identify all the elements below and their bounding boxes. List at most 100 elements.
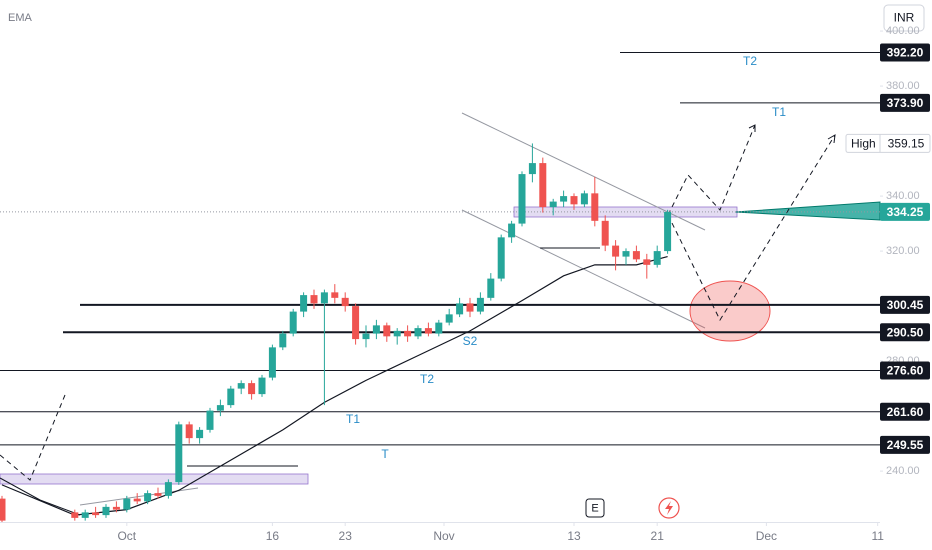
annotation: T2 [420, 372, 434, 386]
candle-body [352, 306, 360, 340]
currency-button[interactable] [883, 4, 925, 32]
level-label: 300.45 [887, 298, 924, 312]
y-tick-label: 240.00 [886, 465, 920, 477]
candle-body [570, 196, 578, 205]
candle-body [591, 193, 599, 221]
event-icon[interactable] [585, 498, 605, 518]
candle-body [632, 251, 640, 260]
candle-body [622, 251, 630, 257]
candle-body [393, 330, 401, 337]
x-tick-label: Dec [756, 529, 777, 543]
x-tick-label: Oct [117, 529, 136, 543]
level-badge [880, 295, 930, 314]
candle-body [539, 163, 547, 208]
ema-line [1, 256, 668, 516]
candle-body [258, 377, 266, 395]
candle-body [445, 314, 453, 323]
level-label: 276.60 [887, 364, 924, 378]
y-tick-label: 340.00 [886, 190, 920, 202]
candle-body [133, 498, 141, 502]
channel-line [79, 487, 199, 506]
candle-body [518, 174, 526, 224]
level-badge [880, 93, 930, 112]
projection-path [667, 134, 836, 322]
x-tick-label: 21 [651, 529, 665, 543]
arrow-head [748, 124, 756, 132]
candle-body [664, 211, 672, 252]
projection-path [0, 394, 66, 481]
annotation: T1 [772, 105, 786, 119]
high-label: High [851, 137, 876, 151]
level-badge [880, 402, 930, 421]
candle-body [372, 325, 380, 334]
currency-label: INR [894, 11, 915, 25]
target-zone [689, 280, 771, 342]
candle-body [612, 245, 620, 257]
candle-body [435, 322, 443, 334]
candle-body [653, 251, 661, 265]
candle-body [279, 333, 287, 348]
candle-body [185, 424, 193, 439]
level-badge [880, 323, 930, 342]
candle-body [248, 383, 256, 395]
candle-body [164, 482, 172, 496]
x-tick-label: 11 [871, 529, 884, 543]
candle-body [112, 506, 120, 510]
x-tick-label: Nov [433, 529, 454, 543]
candle-body [362, 333, 370, 340]
candle-body [196, 429, 204, 439]
candle-body [92, 512, 100, 516]
x-tick-label: 23 [339, 529, 353, 543]
level-label: 290.50 [887, 325, 924, 339]
x-tick-label: 16 [266, 529, 280, 543]
high-value: 359.15 [888, 137, 925, 151]
candle-body [643, 259, 651, 265]
candle-body [560, 196, 568, 202]
candle-body [289, 311, 297, 334]
candle-body [414, 328, 422, 337]
last-price-badge [880, 202, 930, 221]
candle-body [144, 493, 152, 502]
candle-body [310, 295, 318, 304]
candle-body [154, 493, 162, 496]
level-badge [880, 435, 930, 454]
candle-body [508, 223, 516, 238]
level-badge [880, 361, 930, 380]
high-badge [845, 133, 931, 153]
candle-body [175, 424, 183, 483]
y-tick-label: 400.00 [886, 25, 920, 37]
annotation: T [381, 447, 389, 461]
level-badge [880, 43, 930, 62]
annotation: T1 [346, 412, 360, 426]
lightning [665, 501, 673, 515]
candle-body [331, 292, 339, 298]
candle-body [580, 193, 588, 205]
candle-body [268, 347, 276, 378]
candle-body [237, 383, 245, 389]
channel-line [461, 112, 706, 231]
indicator-label: EMA [8, 12, 33, 24]
candle-body [466, 303, 474, 312]
candle-body [476, 297, 484, 312]
candle-body [71, 512, 79, 518]
x-tick-label: 13 [567, 529, 581, 543]
annotation: S2 [463, 334, 478, 348]
candle-body [123, 498, 131, 510]
candle-body [383, 325, 391, 337]
candle-body [487, 278, 495, 298]
candle-body [497, 237, 505, 279]
projection-wedge [734, 201, 881, 221]
level-label: 249.55 [887, 438, 924, 452]
candle-body [456, 303, 464, 315]
candle-body [102, 506, 110, 516]
y-tick-label: 320.00 [886, 245, 920, 257]
candle-body [404, 330, 412, 337]
drawn-line [0, 477, 81, 516]
candle-body [341, 297, 349, 307]
candle-body [424, 328, 432, 334]
candle-body [320, 292, 328, 304]
level-label: 373.90 [887, 96, 924, 110]
candle-body [216, 405, 224, 411]
annotation: T2 [743, 54, 757, 68]
